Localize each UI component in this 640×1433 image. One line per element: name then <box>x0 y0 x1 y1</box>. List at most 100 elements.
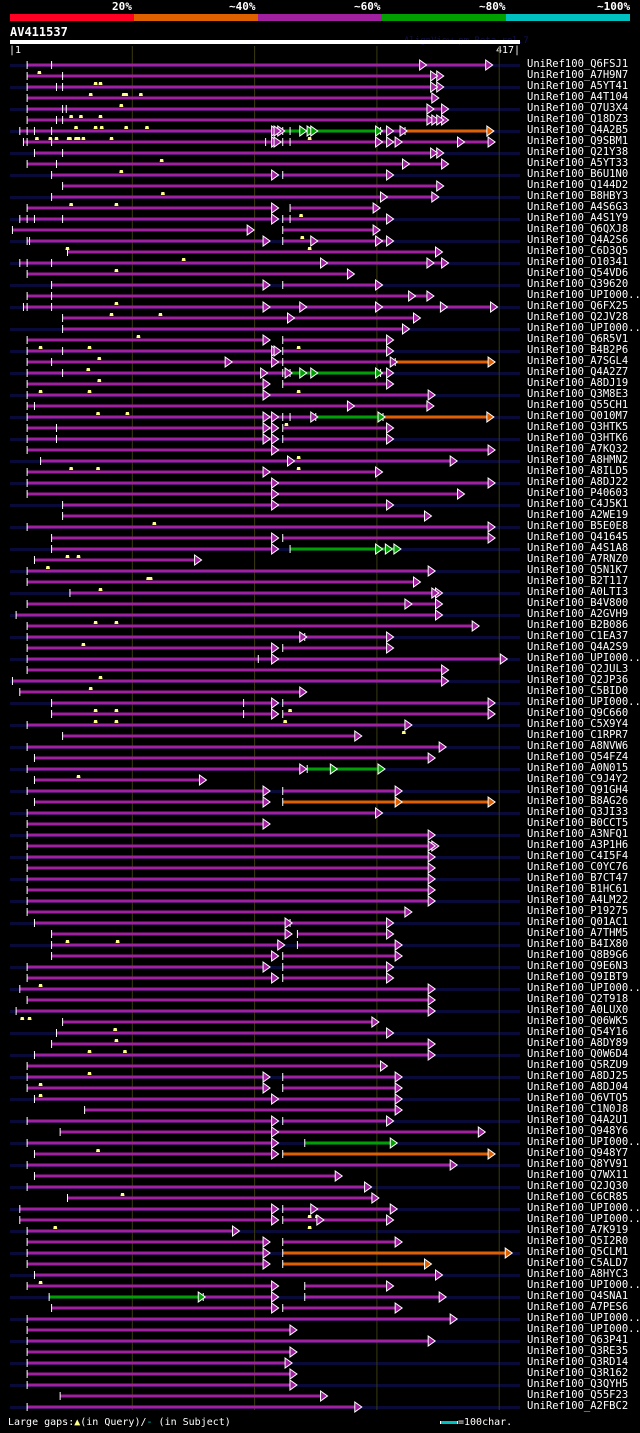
hit-label[interactable]: UniRef100_B7CT47 <box>527 872 629 884</box>
hit-label[interactable]: UniRef100_Q21Y38 <box>527 146 629 158</box>
hit-label[interactable]: UniRef100_A8DY89 <box>527 1037 629 1049</box>
hit-label[interactable]: UniRef100_C1EA37 <box>527 630 629 642</box>
hit-label[interactable]: UniRef100_A7PES6 <box>527 1301 629 1313</box>
hit-label[interactable]: UniRef100_Q4A2S9 <box>527 641 629 653</box>
hit-label[interactable]: UniRef100_Q0W6D4 <box>527 1048 629 1060</box>
hit-label[interactable]: UniRef100_O10341 <box>527 256 629 268</box>
hit-label[interactable]: UniRef100_Q6R5V1 <box>527 333 629 345</box>
hit-label[interactable]: UniRef100_A7RNZ0 <box>527 553 629 565</box>
hit-label[interactable]: UniRef100_A8ILD5 <box>527 465 629 477</box>
hit-label[interactable]: UniRef100_Q4SNA1 <box>527 1290 629 1302</box>
hit-label[interactable]: UniRef100_C5BID0 <box>527 685 629 697</box>
hit-label[interactable]: UniRef100_A0N015 <box>527 762 629 774</box>
hit-label[interactable]: UniRef100_A3P1H6 <box>527 839 629 851</box>
hit-label[interactable]: UniRef100_Q3HTK5 <box>527 421 629 433</box>
hit-label[interactable]: UniRef100_Q5N1K7 <box>527 564 629 576</box>
hit-label[interactable]: UniRef100_Q2JQ30 <box>527 1180 629 1192</box>
hit-label[interactable]: UniRef100_Q3M8E3 <box>527 388 629 400</box>
hit-label[interactable]: UniRef100_C1RPR7 <box>527 729 629 741</box>
hit-label[interactable]: UniRef100_Q2T918 <box>527 993 629 1005</box>
hit-label[interactable]: UniRef100_B1HC61 <box>527 883 629 895</box>
hit-label[interactable]: UniRef100_Q3RE35 <box>527 1345 629 1357</box>
hit-label[interactable]: UniRef100_Q5I2R0 <box>527 1235 629 1247</box>
hit-label[interactable]: UniRef100_Q91GH4 <box>527 784 629 796</box>
hit-label[interactable]: UniRef100_Q948Y7 <box>527 1147 629 1159</box>
hit-label[interactable]: UniRef100_Q54Y16 <box>527 1026 629 1038</box>
hit-label[interactable]: UniRef100_Q3R162 <box>527 1367 629 1379</box>
hit-label[interactable]: UniRef100_B2T117 <box>527 575 629 587</box>
hit-label[interactable]: UniRef100_Q3RD14 <box>527 1356 629 1368</box>
hit-label[interactable]: UniRef100_A2WE19 <box>527 509 629 521</box>
hit-label[interactable]: UniRef100_Q18DZ3 <box>527 113 629 125</box>
hit-label[interactable]: UniRef100_C4I5F4 <box>527 850 629 862</box>
hit-label[interactable]: UniRef100_Q9IBT9 <box>527 971 629 983</box>
hit-label[interactable]: UniRef100_A3NFQ1 <box>527 828 629 840</box>
hit-label[interactable]: UniRef100_C9J4Y2 <box>527 773 629 785</box>
hit-label[interactable]: UniRef100_C5X9Y4 <box>527 718 629 730</box>
hit-label[interactable]: UniRef100_A4LM22 <box>527 894 629 906</box>
hit-label[interactable]: UniRef100_Q4A2U1 <box>527 1114 629 1126</box>
hit-label[interactable]: UniRef100_Q6FSJ1 <box>527 58 629 70</box>
hit-label[interactable]: UniRef100_Q8B9G6 <box>527 949 629 961</box>
hit-label[interactable]: UniRef100_A8DJ19 <box>527 377 629 389</box>
hit-label[interactable]: UniRef100_Q5CLM1 <box>527 1246 629 1258</box>
hit-label[interactable]: UniRef100_Q5RZU9 <box>527 1059 629 1071</box>
hit-label[interactable]: UniRef100_Q39620 <box>527 278 629 290</box>
hit-label[interactable]: UniRef100_C6D3Q5 <box>527 245 629 257</box>
hit-label[interactable]: UniRef100_Q3HTK6 <box>527 432 629 444</box>
hit-label[interactable]: UniRef100_Q01AC1 <box>527 916 629 928</box>
hit-label[interactable]: UniRef100_A7H9N7 <box>527 69 629 81</box>
hit-label[interactable]: UniRef100_Q4A2B5 <box>527 124 629 136</box>
hit-label[interactable]: UniRef100_Q144D2 <box>527 179 629 191</box>
hit-label[interactable]: UniRef100_Q4A2S6 <box>527 234 629 246</box>
hit-label[interactable]: UniRef100_P40603 <box>527 487 629 499</box>
hit-label[interactable]: UniRef100_Q7U3X4 <box>527 102 629 114</box>
hit-label[interactable]: UniRef100_A7THM5 <box>527 927 629 939</box>
hit-label[interactable]: UniRef100_P19275 <box>527 905 629 917</box>
hit-label[interactable]: UniRef100_B6U1N0 <box>527 168 629 180</box>
hit-label[interactable]: UniRef100_UPI000.. <box>527 289 640 301</box>
hit-label[interactable]: UniRef100_B4IX80 <box>527 938 629 950</box>
hit-label[interactable]: UniRef100_A8HMN2 <box>527 454 629 466</box>
hit-label[interactable]: UniRef100_UPI000.. <box>527 696 640 708</box>
hit-label[interactable]: UniRef100_Q9E6N3 <box>527 960 629 972</box>
hit-label[interactable]: UniRef100_Q2JUL3 <box>527 663 629 675</box>
hit-label[interactable]: UniRef100_A8DJ04 <box>527 1081 629 1093</box>
hit-label[interactable]: UniRef100_B4V800 <box>527 597 629 609</box>
hit-label[interactable]: UniRef100_Q3QYH5 <box>527 1378 629 1390</box>
hit-label[interactable]: UniRef100_UPI000.. <box>527 1213 640 1225</box>
hit-label[interactable]: UniRef100_Q6QXJ8 <box>527 223 629 235</box>
hit-label[interactable]: UniRef100_C5ALD7 <box>527 1257 629 1269</box>
hit-label[interactable]: UniRef100_UPI000.. <box>527 652 640 664</box>
hit-label[interactable]: UniRef100_A7KQ32 <box>527 443 629 455</box>
hit-label[interactable]: UniRef100_C4J5K1 <box>527 498 629 510</box>
hit-label[interactable]: UniRef100_B4B2P6 <box>527 344 629 356</box>
hit-label[interactable]: UniRef100_A2GVH9 <box>527 608 629 620</box>
hit-label[interactable]: UniRef100_Q63P41 <box>527 1334 629 1346</box>
hit-label[interactable]: UniRef100_B0CCT5 <box>527 817 629 829</box>
hit-label[interactable]: UniRef100_C1N0J8 <box>527 1103 629 1115</box>
hit-label[interactable]: UniRef100_UPI000.. <box>527 1136 640 1148</box>
hit-label[interactable]: UniRef100_Q4A2Z7 <box>527 366 629 378</box>
hit-label[interactable]: UniRef100_Q2JV28 <box>527 311 629 323</box>
hit-label[interactable]: UniRef100_UPI000.. <box>527 1202 640 1214</box>
hit-label[interactable]: UniRef100_C6CR85 <box>527 1191 629 1203</box>
hit-label[interactable]: UniRef100_A4S1A8 <box>527 542 629 554</box>
hit-label[interactable]: UniRef100_A0LUX0 <box>527 1004 629 1016</box>
hit-label[interactable]: UniRef100_B5E0E8 <box>527 520 629 532</box>
hit-label[interactable]: UniRef100_Q54FZ4 <box>527 751 629 763</box>
hit-label[interactable]: UniRef100_A4T104 <box>527 91 629 103</box>
hit-label[interactable]: UniRef100_A7K919 <box>527 1224 629 1236</box>
hit-label[interactable]: UniRef100_Q54VD6 <box>527 267 629 279</box>
hit-label[interactable]: UniRef100_Q55F23 <box>527 1389 629 1401</box>
hit-label[interactable]: UniRef100_UPI000.. <box>527 1279 640 1291</box>
hit-label[interactable]: UniRef100_A8HYC3 <box>527 1268 629 1280</box>
hit-label[interactable]: UniRef100_Q06WK5 <box>527 1015 629 1027</box>
hit-label[interactable]: UniRef100_Q7WX11 <box>527 1169 629 1181</box>
hit-label[interactable]: UniRef100_A2FBC2 <box>527 1400 629 1412</box>
hit-label[interactable]: UniRef100_A0LTI3 <box>527 586 629 598</box>
hit-label[interactable]: UniRef100_Q41645 <box>527 531 629 543</box>
hit-label[interactable]: UniRef100_A5YT33 <box>527 157 629 169</box>
hit-label[interactable]: UniRef100_B2B086 <box>527 619 629 631</box>
hit-label[interactable]: UniRef100_UPI000.. <box>527 1312 640 1324</box>
